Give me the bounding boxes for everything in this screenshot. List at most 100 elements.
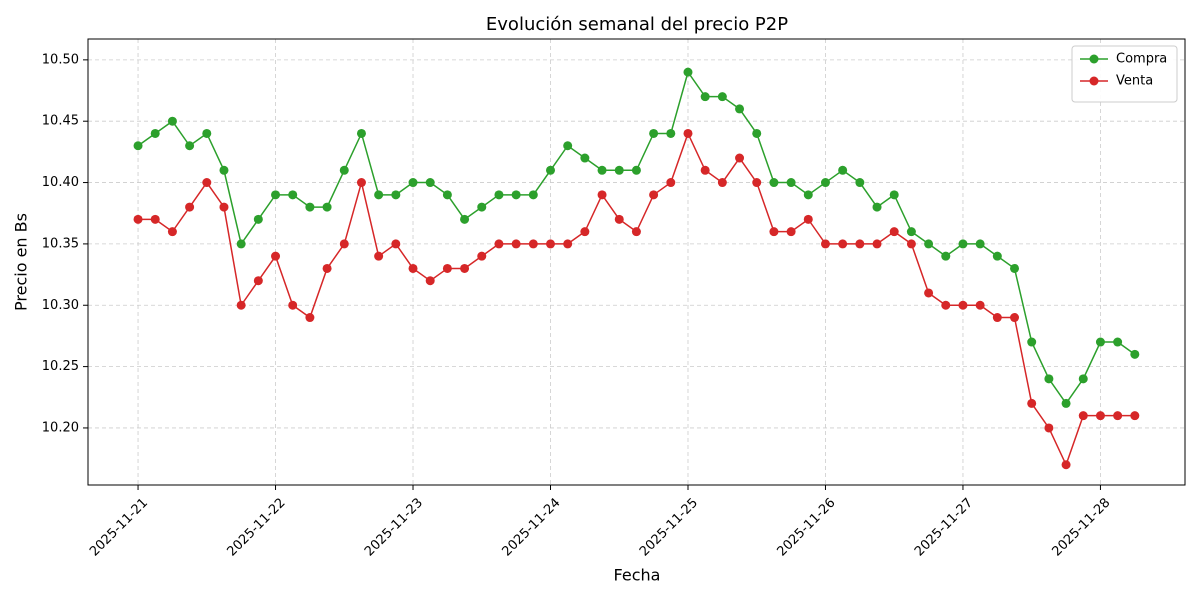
data-point — [872, 239, 882, 249]
data-point — [786, 178, 796, 188]
data-point — [752, 178, 762, 188]
series-line — [138, 131, 1135, 467]
data-point — [408, 263, 418, 273]
x-tick-label: 2025-11-23 — [362, 495, 426, 559]
y-tick-label: 10.50 — [42, 52, 79, 67]
data-point — [717, 92, 727, 102]
data-point — [1113, 411, 1123, 421]
y-tick-label: 10.25 — [42, 359, 79, 374]
data-point — [528, 239, 538, 249]
data-point — [511, 190, 521, 200]
data-point — [339, 239, 349, 249]
data-point — [975, 300, 985, 310]
data-point — [185, 202, 195, 212]
data-point — [786, 227, 796, 237]
data-point — [185, 141, 195, 151]
data-point — [271, 251, 281, 261]
x-tick-label: 2025-11-26 — [774, 495, 838, 559]
data-point — [167, 227, 177, 237]
data-point — [288, 190, 298, 200]
data-point — [528, 190, 538, 200]
data-point — [150, 214, 160, 224]
data-point — [253, 214, 263, 224]
y-tick-label: 10.20 — [42, 420, 79, 435]
data-point — [631, 165, 641, 175]
data-point — [546, 165, 556, 175]
y-tick-label: 10.45 — [42, 114, 79, 129]
data-point — [356, 178, 366, 188]
data-point — [1113, 337, 1123, 347]
chart-title: Evolución semanal del precio P2P — [486, 14, 788, 35]
data-point — [356, 128, 366, 138]
data-point — [683, 128, 693, 138]
data-point — [803, 214, 813, 224]
data-point — [167, 116, 177, 126]
data-point — [374, 251, 384, 261]
data-point — [1078, 374, 1088, 384]
x-tick-label: 2025-11-22 — [225, 495, 289, 559]
data-point — [700, 165, 710, 175]
y-axis-label: Precio en Bs — [12, 213, 31, 311]
data-point — [803, 190, 813, 200]
data-point — [906, 239, 916, 249]
data-point — [305, 202, 315, 212]
data-point — [889, 227, 899, 237]
data-point — [219, 202, 229, 212]
data-point — [975, 239, 985, 249]
data-point — [1027, 337, 1037, 347]
data-point — [906, 227, 916, 237]
data-point — [460, 214, 470, 224]
data-point — [992, 251, 1002, 261]
data-point — [820, 178, 830, 188]
data-point — [649, 128, 659, 138]
data-point — [477, 251, 487, 261]
data-point — [425, 178, 435, 188]
data-point — [855, 178, 865, 188]
data-point — [1095, 337, 1105, 347]
series-line — [137, 70, 1136, 405]
data-point — [236, 239, 246, 249]
data-point — [872, 202, 882, 212]
data-point — [597, 165, 607, 175]
plot-frame — [87, 38, 1186, 486]
data-point — [769, 227, 779, 237]
data-point — [322, 202, 332, 212]
data-point — [202, 178, 212, 188]
data-point — [442, 190, 452, 200]
legend-marker — [1089, 54, 1099, 64]
data-point — [391, 239, 401, 249]
data-point — [735, 104, 745, 114]
data-point — [838, 165, 848, 175]
legend: Compra Venta — [1071, 45, 1178, 103]
data-point — [546, 239, 556, 249]
data-point — [460, 263, 470, 273]
data-point — [924, 288, 934, 298]
data-point — [597, 190, 607, 200]
x-axis-label: Fecha — [614, 566, 661, 585]
data-point — [924, 239, 934, 249]
data-point — [941, 300, 951, 310]
data-point — [477, 202, 487, 212]
data-point — [374, 190, 384, 200]
data-point — [150, 128, 160, 138]
data-point — [494, 239, 504, 249]
x-tick-label: 2025-11-25 — [637, 495, 701, 559]
data-point — [1044, 423, 1054, 433]
data-point — [889, 190, 899, 200]
data-point — [1061, 398, 1071, 408]
data-point — [666, 178, 676, 188]
data-point — [1010, 313, 1020, 323]
data-point — [1078, 411, 1088, 421]
data-point — [1044, 374, 1054, 384]
data-point — [580, 227, 590, 237]
data-point — [494, 190, 504, 200]
data-point — [133, 214, 143, 224]
data-point — [838, 239, 848, 249]
legend-label: Compra — [1116, 52, 1167, 67]
data-point — [133, 141, 143, 151]
data-point — [717, 178, 727, 188]
data-point — [992, 313, 1002, 323]
data-point — [305, 313, 315, 323]
x-tick-label: 2025-11-27 — [912, 495, 976, 559]
